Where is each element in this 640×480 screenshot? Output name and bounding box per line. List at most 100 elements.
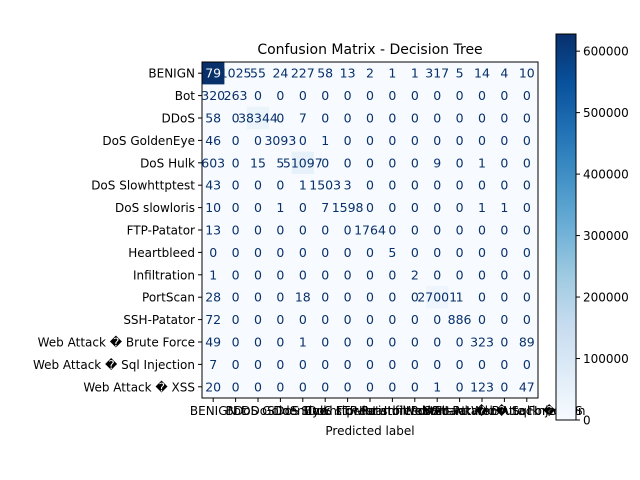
matrix-cell [426,151,449,175]
matrix-cell-value: 0 [321,155,329,170]
matrix-cell [202,263,225,287]
matrix-cell [314,353,337,376]
matrix-cell [269,84,292,108]
matrix-cell-value: 0 [276,88,284,103]
matrix-cell-value: 10 [519,66,535,81]
matrix-cell [336,286,360,309]
matrix-cell [269,62,292,85]
matrix-cell [336,174,360,197]
matrix-cell-value: 603 [201,155,225,170]
matrix-cell [269,353,292,376]
matrix-cell [336,106,360,130]
matrix-cell-value: 0 [500,223,508,238]
matrix-cell [246,330,270,354]
matrix-cell-value: 28 [205,290,221,305]
matrix-cell-value: 0 [254,335,262,350]
matrix-cell [426,196,449,220]
matrix-cell-value: 0 [232,200,240,215]
matrix-cell [358,263,382,287]
matrix-cell-value: 0 [523,223,531,238]
matrix-cell-value: 0 [276,178,284,193]
matrix-cell [470,218,494,242]
matrix-cell-value: 0 [411,155,419,170]
matrix-cell [246,308,270,332]
y-tick-label: FTP-Patator [127,224,195,238]
matrix-cell-value: 49 [205,335,221,350]
matrix-cell [246,286,270,309]
matrix-cell-value: 0 [411,335,419,350]
matrix-cell-value: 1025 [220,66,252,81]
matrix-cell [381,174,404,197]
matrix-cell-value: 0 [433,267,441,282]
matrix-cell [291,241,315,264]
x-tick-label: DoS GoldenEye [234,404,327,418]
matrix-cell-value: 0 [433,335,441,350]
matrix-cell-value: 89 [519,335,535,350]
matrix-cell [493,286,516,309]
matrix-cell-value: 0 [478,133,486,148]
matrix-cell [403,84,427,108]
matrix-cell-value: 0 [523,267,531,282]
matrix-cell [291,129,315,152]
matrix-cell-value: 0 [500,111,508,126]
matrix-cell-value: 13 [205,223,221,238]
x-tick-label: DoS Hulk [275,404,330,418]
matrix-cell [358,62,382,85]
matrix-cell [426,286,449,309]
matrix-cell-value: 0 [299,133,307,148]
matrix-cell-value: 18 [295,290,311,305]
matrix-cell-value: 1 [456,290,464,305]
matrix-cell [493,263,516,287]
matrix-cell [314,129,337,152]
matrix-cell [336,308,360,332]
matrix-cell [336,375,360,399]
matrix-cell [515,151,539,175]
x-tick-label: BENIGN [190,404,237,418]
matrix-cell-value: 0 [344,88,352,103]
matrix-cell-value: 0 [411,379,419,394]
matrix-cell-value: 2 [411,267,419,282]
matrix-cell [246,263,270,287]
matrix-cell [224,308,248,332]
matrix-cell-value: 5 [456,66,464,81]
matrix-cell [269,286,292,309]
matrix-cell-value: 0 [456,357,464,372]
matrix-cell [493,308,516,332]
matrix-cell [202,174,225,197]
matrix-cell-value: 0 [299,379,307,394]
matrix-cell-value: 0 [523,111,531,126]
x-tick-label: Web Attack � Brute Force [403,404,560,418]
matrix-cell-value: 1 [209,267,217,282]
matrix-cell [269,241,292,264]
matrix-cell-value: 0 [523,88,531,103]
matrix-cell [515,353,539,376]
matrix-cell-value: 0 [366,200,374,215]
matrix-cell-value: 0 [388,178,396,193]
matrix-cell [470,263,494,287]
matrix-cell-value: 0 [388,88,396,103]
matrix-cell [291,196,315,220]
matrix-cell [470,151,494,175]
matrix-cell-value: 0 [232,223,240,238]
matrix-cell-value: 0 [456,178,464,193]
matrix-cell-value: 10 [205,200,221,215]
y-tick-label: Heartbleed [128,246,195,260]
matrix-cell [269,263,292,287]
matrix-cell-value: 0 [456,200,464,215]
matrix-cell [381,151,404,175]
matrix-cell-value: 1764 [354,223,386,238]
matrix-cell-value: 0 [456,88,464,103]
matrix-cell [381,62,404,85]
matrix-cell [448,106,472,130]
matrix-cell-value: 0 [411,178,419,193]
matrix-cell-value: 0 [209,245,217,260]
matrix-cell [314,375,337,399]
matrix-cell-value: 0 [523,312,531,327]
matrix-cell-value: 9 [433,155,441,170]
matrix-cell-value: 0 [344,155,352,170]
matrix-cell-value: 0 [232,111,240,126]
matrix-cell-value: 2 [366,66,374,81]
matrix-cell-value: 0 [299,357,307,372]
matrix-cell [246,196,270,220]
matrix-cell [493,62,516,85]
